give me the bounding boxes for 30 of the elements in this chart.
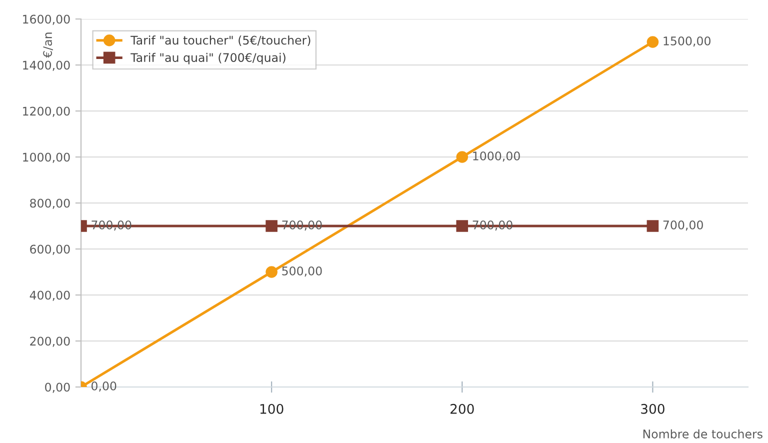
- point: [646, 36, 659, 48]
- data-label: 1000,00: [473, 151, 520, 162]
- point: [456, 151, 468, 163]
- x-tick-label: 300: [641, 404, 664, 414]
- data-label: 700,00: [472, 220, 512, 231]
- data-label: 0,00: [92, 381, 116, 392]
- y-tick-label: 0,00: [45, 382, 70, 393]
- x-tick-label: 100: [260, 404, 284, 414]
- y-tick-label: 400,00: [30, 290, 70, 301]
- data-label: 700,00: [282, 220, 322, 231]
- data-label: 500,00: [282, 266, 322, 277]
- y-tick-label: 1400,00: [23, 60, 70, 71]
- y-tick-label: 200,00: [30, 336, 70, 347]
- y-tick-label: 1200,00: [23, 106, 70, 117]
- y-axis-title: €/an: [43, 32, 53, 58]
- point: [456, 220, 468, 232]
- legend-label: Tarif "au quai" (700€/quai): [130, 52, 286, 64]
- data-label: 700,00: [92, 220, 132, 231]
- y-tick-label: 600,00: [30, 244, 70, 255]
- point: [646, 220, 659, 232]
- data-label: 700,00: [663, 220, 703, 231]
- x-tick-label: 200: [450, 404, 474, 414]
- y-tick-label: 1000,00: [23, 152, 70, 163]
- y-tick-label: 800,00: [30, 198, 70, 209]
- legend-label: Tarif "au toucher" (5€/toucher): [130, 36, 310, 46]
- point: [266, 266, 278, 278]
- x-axis-title: Nombre de touchers: [643, 429, 762, 438]
- y-tick-label: 1600,00: [23, 14, 70, 25]
- point: [266, 220, 278, 232]
- data-label: 1500,00: [664, 36, 710, 47]
